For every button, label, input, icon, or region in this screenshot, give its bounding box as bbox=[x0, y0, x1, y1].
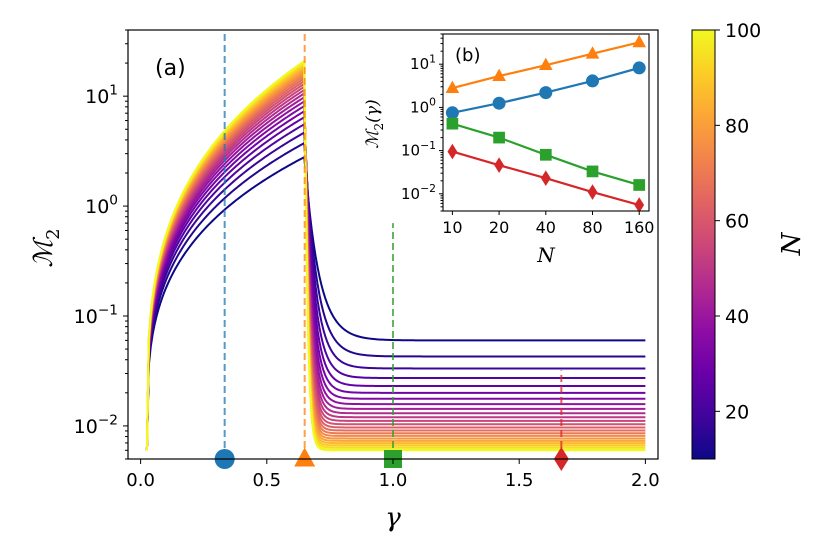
colorbar-tick-label: 100 bbox=[725, 20, 761, 42]
marker-triangle bbox=[294, 447, 316, 467]
reference-vlines bbox=[223, 30, 563, 459]
colorbar-label: N bbox=[777, 231, 807, 256]
inset-x-tick-label: 160 bbox=[624, 218, 655, 237]
inset-x-ticks: 10 20 40 80 160 bbox=[442, 211, 654, 237]
inset-point-circle bbox=[586, 74, 600, 88]
inset-x-tick-label: 10 bbox=[442, 218, 462, 237]
curve-N-78 bbox=[145, 69, 646, 451]
y-tick-label: 101 bbox=[85, 83, 118, 109]
inset-y-tick-label: 101 bbox=[410, 52, 436, 73]
y-tick-label: 10−2 bbox=[74, 412, 118, 438]
inset-point-square bbox=[633, 179, 646, 191]
inset-point-triangle bbox=[585, 46, 600, 59]
inset-point-triangle bbox=[632, 34, 647, 48]
curve-N-26 bbox=[145, 115, 646, 451]
curve-N-14 bbox=[145, 141, 646, 451]
y-tick-label: 100 bbox=[85, 193, 118, 219]
curve-N-38 bbox=[145, 99, 646, 451]
inset-point-triangle bbox=[492, 68, 506, 81]
inset-series bbox=[445, 34, 647, 211]
inset-y-label-arg: (γ) bbox=[363, 99, 383, 122]
curve-N-50 bbox=[145, 88, 646, 451]
inset-point-circle bbox=[445, 106, 459, 120]
colorbar-gradient bbox=[691, 29, 716, 460]
inset-x-tick-label: 80 bbox=[582, 218, 602, 237]
inset-point-diamond bbox=[540, 170, 551, 186]
colorbar: 20 40 60 80 100 N bbox=[691, 20, 807, 460]
colorbar-ticks: 20 40 60 80 100 bbox=[715, 20, 761, 423]
inset-panel: 10 20 40 80 160 10−2 10−1 100 101 (b) N ℳ2(γ) bbox=[363, 33, 654, 267]
panel-label-a: (a) bbox=[155, 56, 186, 81]
svg-text:ℳ2: ℳ2 bbox=[29, 228, 64, 267]
main-y-axis-label: ℳ2 bbox=[29, 228, 64, 267]
colorbar-tick-label: 20 bbox=[725, 401, 749, 423]
colorbar-tick-label: 60 bbox=[725, 211, 749, 233]
inset-y-label-sub: 2 bbox=[372, 123, 386, 131]
svg-text:ℳ2(γ): ℳ2(γ) bbox=[363, 99, 386, 148]
panel-label-b: (b) bbox=[455, 45, 480, 66]
inset-y-axis-label: ℳ2(γ) bbox=[363, 99, 386, 148]
colorbar-tick-label: 40 bbox=[725, 306, 749, 328]
inset-point-diamond bbox=[634, 197, 645, 211]
x-tick-label: 1.5 bbox=[505, 470, 534, 491]
main-x-ticks: 0.0 0.5 1.0 1.5 2.0 bbox=[126, 459, 660, 491]
main-y-label-symbol: ℳ bbox=[29, 237, 59, 268]
main-y-label-sub: 2 bbox=[43, 228, 64, 239]
inset-y-tick-label: 100 bbox=[410, 96, 436, 117]
inset-y-tick-label: 10−2 bbox=[401, 182, 436, 203]
inset-x-tick-label: 20 bbox=[489, 218, 509, 237]
inset-point-diamond bbox=[587, 184, 598, 200]
inset-point-square bbox=[446, 117, 459, 130]
curve-N-10 bbox=[145, 155, 646, 451]
inset-point-triangle bbox=[445, 80, 460, 93]
inset-x-tick-label: 40 bbox=[536, 218, 556, 237]
inset-y-ticks: 10−2 10−1 100 101 bbox=[401, 33, 443, 212]
inset-point-triangle bbox=[538, 57, 553, 71]
inset-point-circle bbox=[539, 86, 553, 100]
inset-point-diamond bbox=[494, 157, 504, 173]
main-y-ticks: 10−2 10−1 100 101 bbox=[74, 29, 128, 460]
inset-x-axis-label: N bbox=[536, 243, 556, 267]
inset-y-tick-label: 10−1 bbox=[401, 139, 436, 160]
inset-point-diamond bbox=[447, 143, 458, 160]
curve-N-62 bbox=[145, 79, 646, 451]
y-tick-label: 10−1 bbox=[74, 302, 118, 328]
inset-point-square bbox=[539, 148, 552, 161]
inset-point-circle bbox=[632, 61, 646, 75]
inset-point-square bbox=[493, 131, 505, 144]
curve-N-82 bbox=[145, 67, 646, 451]
x-tick-label: 0.0 bbox=[126, 470, 155, 491]
inset-y-label-symbol: ℳ bbox=[363, 128, 383, 149]
curve-N-18 bbox=[145, 131, 646, 451]
inset-point-square bbox=[586, 165, 599, 178]
x-tick-label: 1.0 bbox=[379, 470, 408, 491]
main-x-axis-label: γ bbox=[385, 503, 401, 533]
inset-point-circle bbox=[492, 96, 506, 110]
x-tick-label: 2.0 bbox=[631, 470, 660, 491]
x-tick-label: 0.5 bbox=[252, 470, 281, 491]
colorbar-tick-label: 80 bbox=[725, 115, 749, 137]
